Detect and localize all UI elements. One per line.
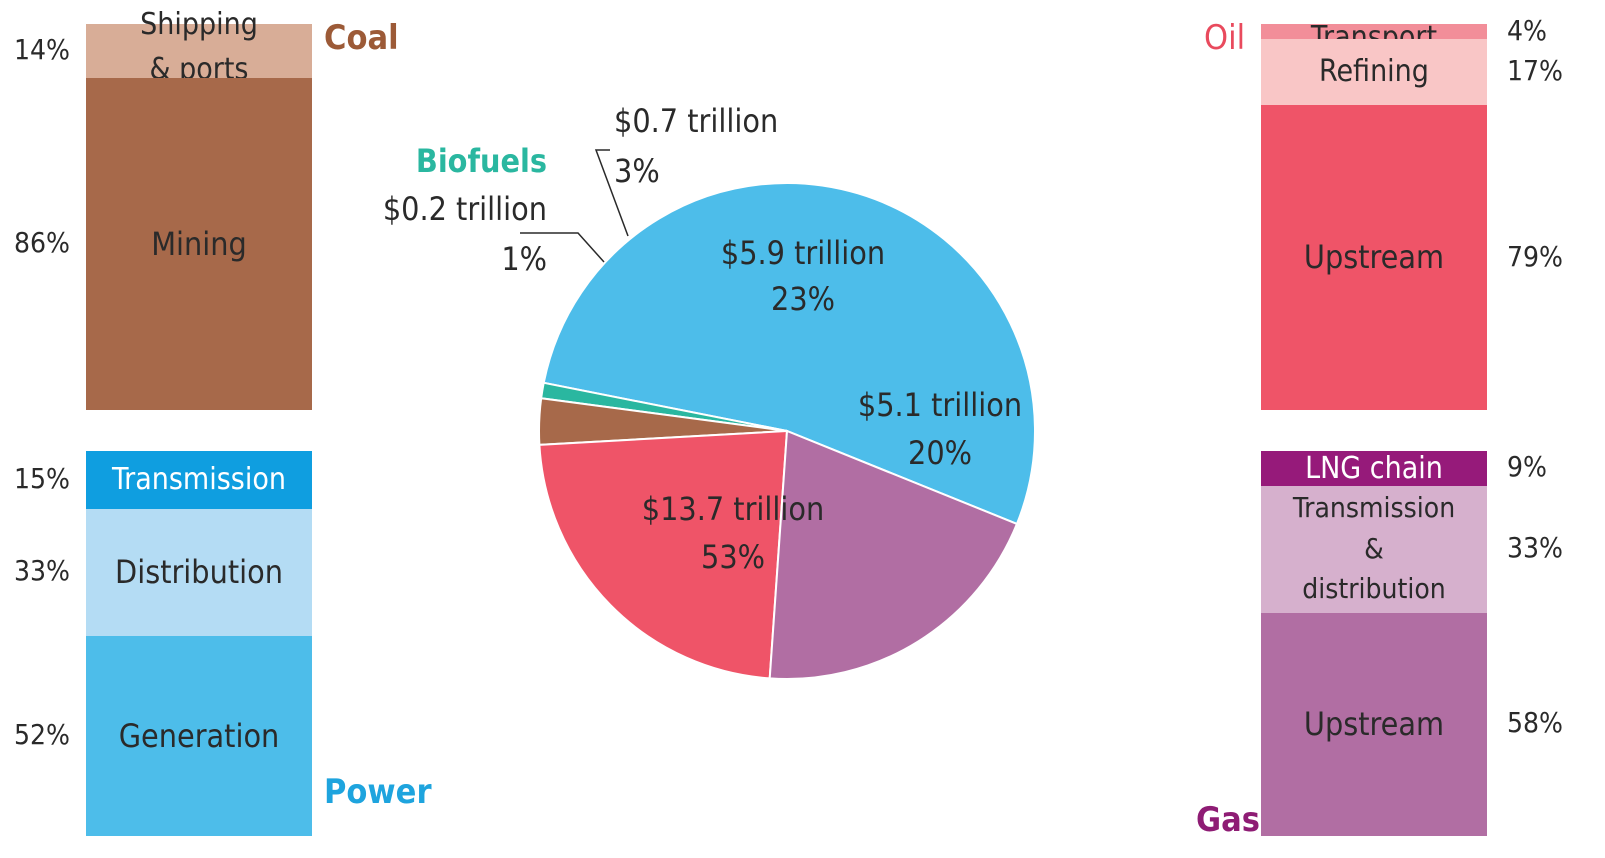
coal-pct-label: 86% [14,226,70,260]
pie-value-label-power: $13.7 trillion [642,490,825,528]
pie-value-label-oil: $5.9 trillion [721,234,885,272]
pie-value-label-biofuels: $0.2 trillion [383,190,547,228]
pie-value-label-coal: $0.7 trillion [614,102,778,140]
power-title: Power [324,772,432,812]
gas-segment-label: Upstream [1303,705,1445,744]
pie-biofuels-name: Biofuels [416,142,547,180]
pie-value-label-gas: $5.1 trillion [858,386,1022,424]
power-segment-label: Generation [118,716,280,755]
power-segment-generation: Generation [86,635,312,836]
gas-segment-transmission-distribution: Transmission & distribution [1261,485,1487,613]
power-segment-label: Distribution [115,553,283,592]
coal-segment-label: Mining [151,224,247,263]
power-pct-label: 33% [14,554,70,588]
gas-segment-upstream: Upstream [1261,612,1487,836]
coal-segment-mining: Mining [86,78,312,410]
gas-segment-label: LNG chain [1305,450,1443,486]
coal-pct-label: 14% [14,33,70,67]
gas-segment-label: Transmission & distribution [1292,491,1456,606]
gas-title: Gas [1196,800,1260,840]
power-segment-distribution: Distribution [86,508,312,636]
power-pct-label: 15% [14,461,70,495]
oil-stacked-bar: Transport Refining Upstream [1261,20,1487,410]
gas-segment-lng-chain: LNG chain [1261,451,1487,486]
coal-stacked-bar: Shipping & ports Mining [86,7,312,410]
oil-segment-refining: Refining [1261,39,1487,106]
pie-pct-label-gas: 20% [908,434,972,472]
coal-title: Coal [324,18,399,58]
oil-title: Oil [1204,18,1246,58]
oil-segment-label: Refining [1319,54,1429,90]
pie-slice-oil [538,429,789,680]
pie-pct-label-power: 53% [701,538,765,576]
gas-pct-label: 58% [1507,706,1563,740]
oil-pct-label: 4% [1507,13,1547,47]
gas-pct-label: 9% [1507,450,1547,484]
pie-pct-label-coal: 3% [614,152,660,190]
oil-pct-label: 79% [1507,239,1563,273]
gas-stacked-bar: LNG chain Transmission & distribution Upst… [1261,451,1487,836]
pie-leader-coal [594,149,629,237]
oil-segment-transport: Transport [1261,20,1487,55]
coal-segment-shipping-ports: Shipping & ports [86,7,312,87]
pie-pct-label-biofuels: 1% [501,240,547,278]
power-segment-label: Transmission [112,462,286,498]
gas-pct-label: 33% [1507,531,1563,565]
oil-pct-label: 17% [1507,54,1563,88]
pie-pct-label-oil: 23% [771,280,835,318]
oil-segment-label: Upstream [1303,238,1445,277]
oil-segment-upstream: Upstream [1261,105,1487,410]
pie-slice-power [542,181,1036,526]
pie-leader-biofuels [520,232,605,263]
power-segment-transmission: Transmission [86,451,312,509]
pie-slice-gas [768,429,1019,680]
power-pct-label: 52% [14,717,70,751]
power-stacked-bar: Transmission Distribution Generation [86,451,312,836]
